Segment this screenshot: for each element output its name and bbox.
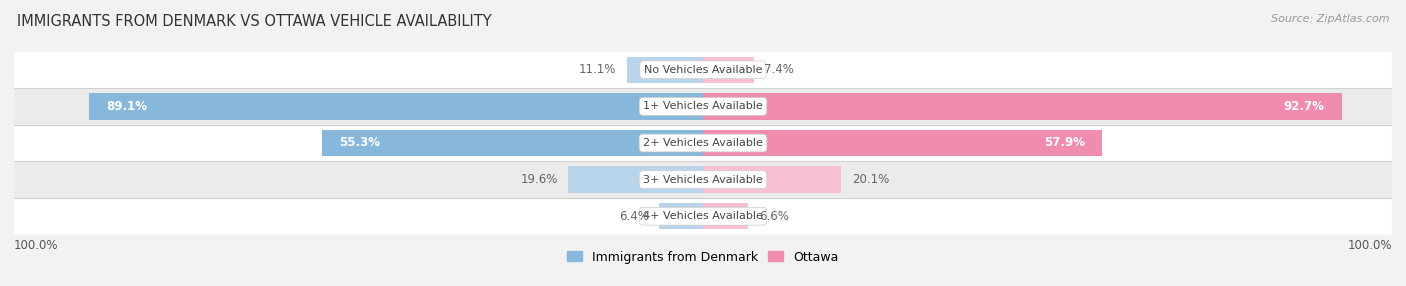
Text: IMMIGRANTS FROM DENMARK VS OTTAWA VEHICLE AVAILABILITY: IMMIGRANTS FROM DENMARK VS OTTAWA VEHICL…: [17, 14, 492, 29]
Text: 1+ Vehicles Available: 1+ Vehicles Available: [643, 102, 763, 111]
FancyBboxPatch shape: [14, 198, 1392, 235]
Bar: [703, 93, 1341, 120]
Text: 11.1%: 11.1%: [579, 63, 616, 76]
Text: 20.1%: 20.1%: [852, 173, 889, 186]
Text: 7.4%: 7.4%: [765, 63, 794, 76]
Bar: [659, 203, 703, 229]
Text: 4+ Vehicles Available: 4+ Vehicles Available: [643, 211, 763, 221]
Bar: [703, 57, 754, 83]
FancyBboxPatch shape: [14, 125, 1392, 161]
Text: 6.4%: 6.4%: [619, 210, 648, 223]
Text: No Vehicles Available: No Vehicles Available: [644, 65, 762, 75]
Text: 6.6%: 6.6%: [759, 210, 789, 223]
Text: Source: ZipAtlas.com: Source: ZipAtlas.com: [1271, 14, 1389, 24]
Text: 19.6%: 19.6%: [520, 173, 558, 186]
FancyBboxPatch shape: [14, 51, 1392, 88]
Legend: Immigrants from Denmark, Ottawa: Immigrants from Denmark, Ottawa: [562, 246, 844, 269]
Text: 2+ Vehicles Available: 2+ Vehicles Available: [643, 138, 763, 148]
FancyBboxPatch shape: [14, 161, 1392, 198]
Text: 57.9%: 57.9%: [1043, 136, 1084, 150]
Bar: [703, 166, 841, 193]
Bar: [322, 130, 703, 156]
Text: 89.1%: 89.1%: [107, 100, 148, 113]
Text: 3+ Vehicles Available: 3+ Vehicles Available: [643, 175, 763, 184]
Bar: [703, 130, 1102, 156]
Bar: [568, 166, 703, 193]
Text: 100.0%: 100.0%: [14, 239, 59, 252]
Text: 55.3%: 55.3%: [339, 136, 380, 150]
Text: 92.7%: 92.7%: [1284, 100, 1324, 113]
Text: 100.0%: 100.0%: [1347, 239, 1392, 252]
FancyBboxPatch shape: [14, 88, 1392, 125]
Bar: [627, 57, 703, 83]
Bar: [703, 203, 748, 229]
Bar: [89, 93, 703, 120]
